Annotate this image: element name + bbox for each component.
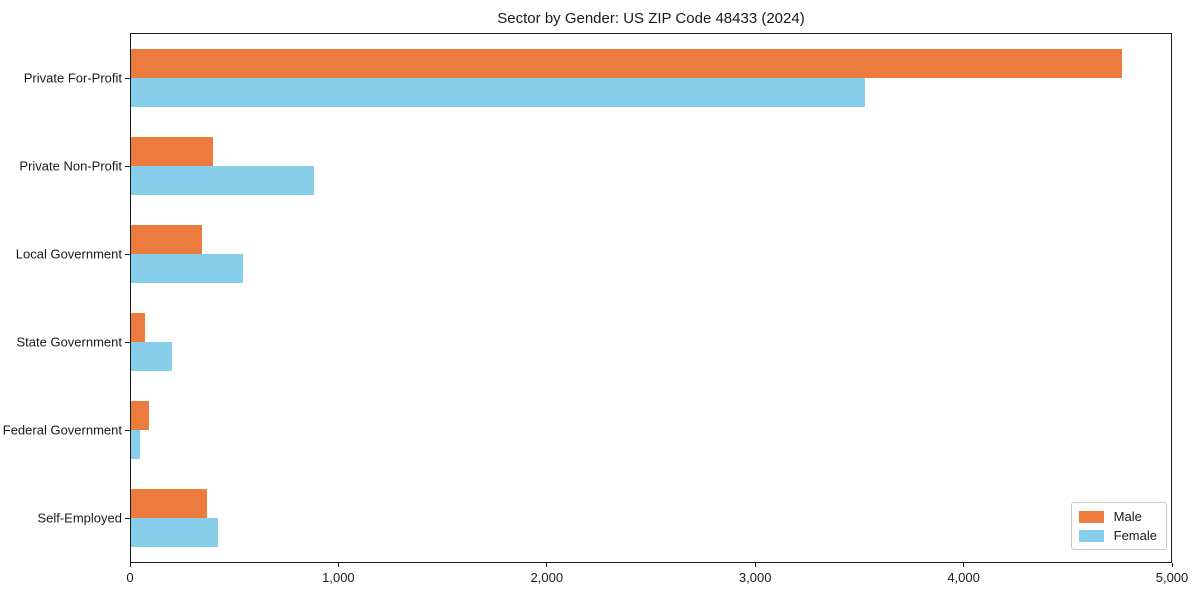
bar-male xyxy=(131,137,214,166)
x-tick-mark xyxy=(754,563,756,567)
bar-female xyxy=(131,254,244,283)
category-row: Federal Government xyxy=(3,386,1171,474)
legend-swatch-female xyxy=(1078,529,1104,542)
bar-male xyxy=(131,401,149,430)
category-label: Local Government xyxy=(15,246,122,262)
legend-item: Male xyxy=(1078,509,1157,524)
category-label: Private Non-Profit xyxy=(19,158,122,174)
chart-title: Sector by Gender: US ZIP Code 48433 (202… xyxy=(497,10,805,27)
bar-female xyxy=(131,166,315,195)
x-tick-label: 2,000 xyxy=(530,570,564,585)
bar-female xyxy=(131,518,219,547)
legend-item: Female xyxy=(1078,528,1157,543)
category-row: Self-Employed xyxy=(37,474,1171,562)
x-tick-mark xyxy=(337,563,339,567)
bar-group xyxy=(131,122,1171,210)
x-tick-label: 0 xyxy=(126,570,134,585)
legend-label: Male xyxy=(1113,509,1142,524)
bar-female xyxy=(131,78,866,107)
category-label: Self-Employed xyxy=(37,510,122,526)
x-tick-label: 4,000 xyxy=(947,570,980,585)
y-tick-mark xyxy=(125,518,130,519)
category-row: Private For-Profit xyxy=(24,34,1171,122)
bar-female xyxy=(131,342,172,371)
bar-group xyxy=(131,474,1171,562)
bar-rows: Private For-Profit Private Non-Profit Loca… xyxy=(3,34,1171,562)
bar-male xyxy=(131,313,145,342)
bar-male xyxy=(131,49,1123,78)
x-tick-mark xyxy=(546,563,548,567)
category-row: State Government xyxy=(17,298,1171,386)
x-tick-mark xyxy=(1171,563,1173,567)
x-tick-mark xyxy=(129,563,131,567)
bar-male xyxy=(131,489,207,518)
category-row: Local Government xyxy=(16,210,1171,298)
legend-swatch-male xyxy=(1078,510,1104,523)
y-tick-mark xyxy=(125,430,130,431)
bar-group xyxy=(131,210,1171,298)
bar-male xyxy=(131,225,202,254)
y-tick-mark xyxy=(125,342,130,343)
legend: Male Female xyxy=(1070,502,1167,550)
category-label: Private For-Profit xyxy=(23,70,122,86)
category-label: State Government xyxy=(16,334,123,350)
x-tick-label: 1,000 xyxy=(322,570,355,585)
legend-label: Female xyxy=(1113,528,1157,543)
y-tick-mark xyxy=(125,78,130,79)
bar-group xyxy=(131,34,1171,122)
y-tick-mark xyxy=(125,166,130,167)
bar-female xyxy=(131,430,141,459)
x-tick-mark xyxy=(963,563,965,567)
bar-group xyxy=(131,386,1171,474)
x-tick-label: 5,000 xyxy=(1155,570,1189,585)
bar-group xyxy=(131,298,1171,386)
x-tick-label: 3,000 xyxy=(738,570,772,585)
x-axis: 0 1,000 2,000 3,000 4,000 5,000 xyxy=(126,563,1188,593)
category-label: Federal Government xyxy=(2,422,122,438)
category-row: Private Non-Profit xyxy=(19,122,1171,210)
y-tick-mark xyxy=(125,254,130,255)
plot-area: Private For-Profit Private Non-Profit Loca… xyxy=(3,33,1172,563)
